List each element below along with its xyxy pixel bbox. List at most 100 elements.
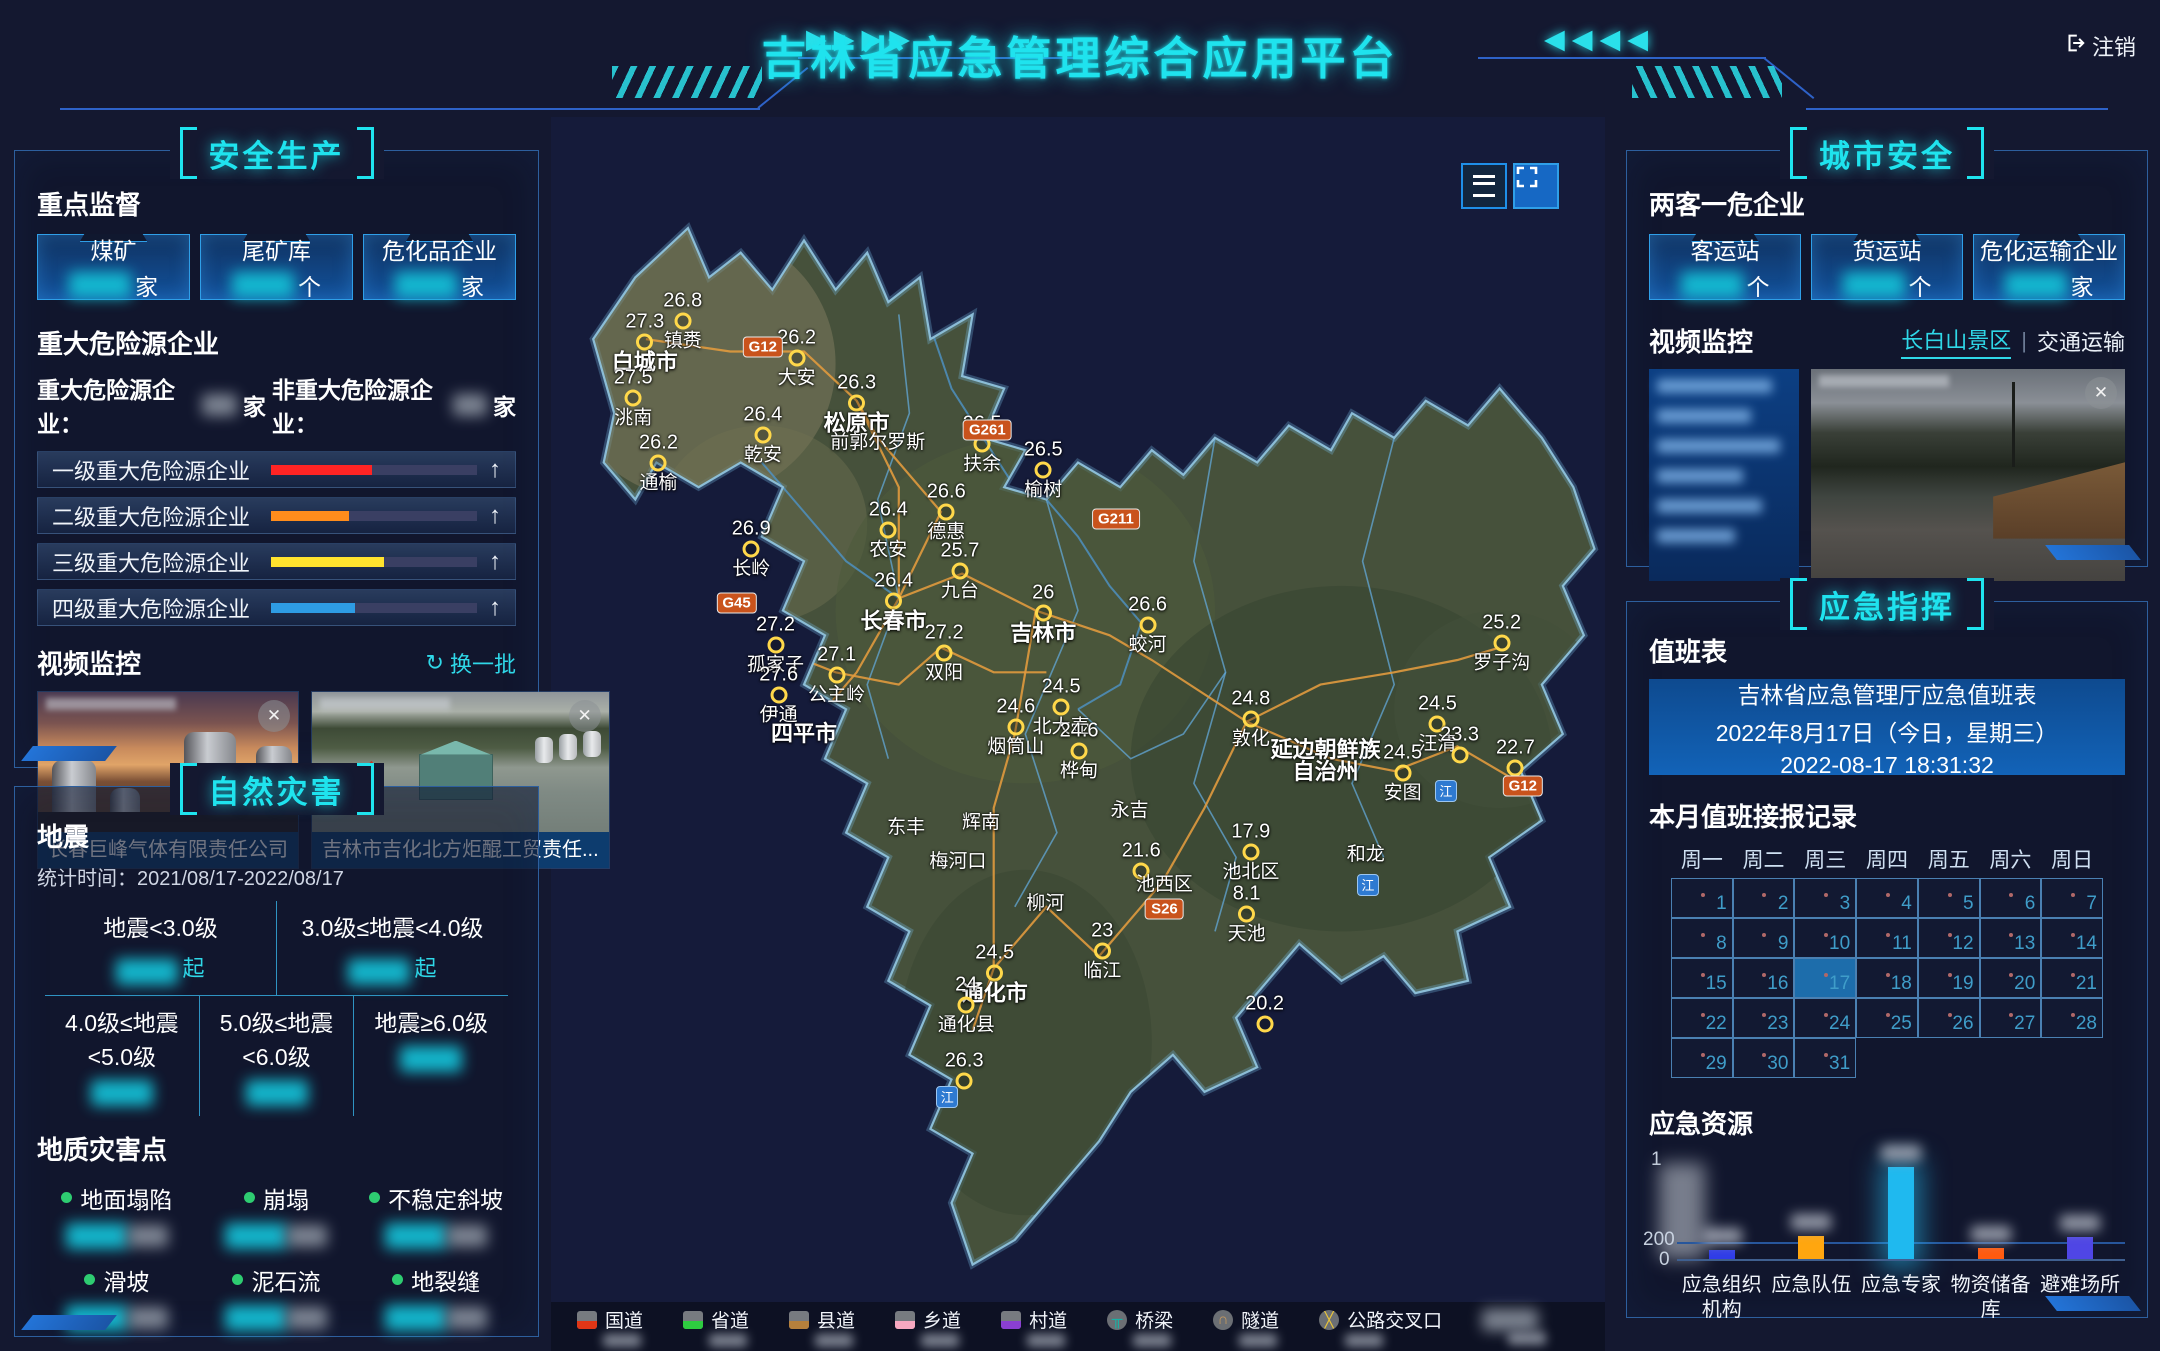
tab-changbaishan[interactable]: 长白山景区 <box>1901 323 2012 359</box>
map-weather-marker[interactable]: 24.5 北大壶 <box>1033 675 1090 738</box>
map-weather-marker[interactable]: 27.5 洮南 <box>614 367 653 430</box>
tab-transport[interactable]: 交通运输 <box>2036 329 2125 355</box>
map-weather-marker[interactable]: 27.3 白城市 <box>612 310 678 373</box>
river-gauge-icon[interactable]: 江 <box>1434 779 1457 802</box>
stat-card[interactable]: 客运站个 <box>1649 234 1801 300</box>
map-weather-marker[interactable]: 26.3 松原市 <box>824 372 890 435</box>
map-weather-marker[interactable]: 25.7 九台 <box>940 540 979 603</box>
map-weather-marker[interactable]: 东丰 <box>887 817 925 839</box>
stat-card[interactable]: 尾矿库个 <box>200 234 353 300</box>
calendar-day-cell[interactable]: 30 <box>1732 1038 1795 1078</box>
map-weather-marker[interactable]: 23 临江 <box>1083 920 1121 983</box>
refresh-batch-link[interactable]: ↻ 换一批 <box>425 649 516 677</box>
map-weather-marker[interactable]: 26.3 <box>945 1049 984 1090</box>
calendar-day-cell[interactable]: 4 <box>1856 878 1918 918</box>
map-weather-marker[interactable]: 24.5 安图 <box>1383 742 1422 805</box>
map-weather-marker[interactable]: 26.5 榆树 <box>1024 438 1063 501</box>
calendar-day-cell[interactable]: 5 <box>1917 878 1980 918</box>
calendar-day-cell[interactable]: 31 <box>1794 1038 1857 1078</box>
map-weather-marker[interactable]: 27.1 公主岭 <box>808 643 865 706</box>
map-weather-marker[interactable]: 26.6 德惠 <box>927 480 966 543</box>
calendar-day-cell[interactable]: 17 <box>1794 958 1857 998</box>
map-weather-marker[interactable]: 25.2 罗子沟 <box>1473 611 1530 674</box>
calendar-day-cell[interactable]: 9 <box>1732 918 1795 958</box>
map-layers-button[interactable] <box>1461 163 1507 209</box>
hazard-level-row[interactable]: 三级重大危险源企业 ↑ <box>37 543 516 580</box>
hazard-level-row[interactable]: 四级重大危险源企业 ↑ <box>37 589 516 626</box>
river-gauge-icon[interactable]: 江 <box>936 1085 959 1108</box>
map-weather-marker[interactable]: 24 通化县 <box>938 974 995 1037</box>
river-gauge-icon[interactable]: 江 <box>1356 873 1379 896</box>
calendar-day-cell[interactable]: 18 <box>1856 958 1918 998</box>
calendar-day-cell[interactable]: 12 <box>1917 918 1980 958</box>
calendar-day-cell[interactable]: 13 <box>1979 918 2042 958</box>
map-weather-marker[interactable]: 21.6 <box>1122 839 1161 880</box>
province-map[interactable]: 26.8 镇赉 27.3 白城市 27.5 洮南 26.2 大安 26.4 乾安 26.2 通榆 26.… <box>551 117 1605 1351</box>
calendar-day-cell[interactable]: 19 <box>1917 958 1980 998</box>
calendar-day-cell[interactable]: 25 <box>1856 998 1918 1038</box>
legend-item-隧道[interactable]: ∩ 隧道 <box>1213 1306 1279 1347</box>
map-weather-marker[interactable]: 23.3 <box>1440 723 1479 764</box>
hazard-level-row[interactable]: 一级重大危险源企业 ↑ <box>37 451 516 488</box>
close-icon[interactable]: ✕ <box>568 700 601 732</box>
map-weather-marker[interactable]: 永吉 <box>1111 800 1149 822</box>
map-weather-marker[interactable]: 柳河 <box>1026 893 1064 915</box>
map-weather-marker[interactable]: 27.2 双阳 <box>925 621 964 684</box>
calendar-day-cell[interactable]: 15 <box>1671 958 1733 998</box>
calendar-day-cell[interactable]: 10 <box>1794 918 1857 958</box>
legend-item-桥梁[interactable]: ╥ 桥梁 <box>1107 1306 1173 1347</box>
map-weather-marker[interactable]: 前郭尔罗斯 <box>830 432 925 454</box>
calendar-day-cell[interactable]: 28 <box>2041 998 2103 1038</box>
map-weather-marker[interactable]: 17.9 池北区 <box>1222 821 1279 884</box>
map-fullscreen-button[interactable] <box>1513 163 1559 209</box>
map-weather-marker[interactable]: 24.8 敦化 <box>1231 688 1270 751</box>
map-weather-marker[interactable]: 和龙 <box>1347 844 1385 866</box>
map-weather-marker[interactable]: 27.6 伊通 <box>759 663 798 726</box>
calendar-day-cell[interactable]: 2 <box>1732 878 1795 918</box>
calendar-day-cell[interactable]: 21 <box>2041 958 2103 998</box>
map-weather-marker[interactable]: 池西区 <box>1136 874 1193 896</box>
map-weather-marker[interactable]: 26.2 通榆 <box>639 431 678 494</box>
stat-card[interactable]: 货运站个 <box>1811 234 1963 300</box>
stat-card[interactable]: 煤矿家 <box>37 234 190 300</box>
map-weather-marker[interactable]: 8.1 天池 <box>1228 883 1266 946</box>
legend-item-公路交叉口[interactable]: ╳ 公路交叉口 <box>1319 1306 1442 1347</box>
calendar-day-cell[interactable]: 7 <box>2041 878 2103 918</box>
legend-item-村道[interactable]: 村道 <box>1001 1306 1067 1347</box>
map-weather-marker[interactable]: 24.6 桦甸 <box>1060 720 1099 783</box>
legend-item-县道[interactable]: 县道 <box>789 1306 855 1347</box>
map-weather-marker[interactable]: 22.7 <box>1496 737 1535 778</box>
logout-button[interactable]: 注销 <box>2064 30 2136 62</box>
calendar-day-cell[interactable]: 1 <box>1671 878 1733 918</box>
legend-item-国道[interactable]: 国道 <box>577 1306 643 1347</box>
map-weather-marker[interactable]: 20.2 <box>1245 992 1284 1033</box>
map-weather-marker[interactable]: 26.4 长春市 <box>861 569 927 632</box>
calendar-day-cell[interactable]: 24 <box>1794 998 1857 1038</box>
calendar-day-cell[interactable]: 6 <box>1979 878 2042 918</box>
map-weather-marker[interactable]: 梅河口 <box>929 851 986 873</box>
calendar-day-cell[interactable]: 22 <box>1671 998 1733 1038</box>
map-weather-marker[interactable]: 26.4 乾安 <box>743 404 782 467</box>
map-weather-marker[interactable]: 26.6 蛟河 <box>1128 594 1167 657</box>
legend-item-乡道[interactable]: 乡道 <box>895 1306 961 1347</box>
calendar-day-cell[interactable]: 29 <box>1671 1038 1733 1078</box>
stat-card[interactable]: 危化运输企业家 <box>1973 234 2125 300</box>
map-weather-marker[interactable]: 24.6 烟筒山 <box>987 695 1044 758</box>
hazard-level-row[interactable]: 二级重大危险源企业 ↑ <box>37 497 516 534</box>
map-weather-marker[interactable]: 24.5 通化市 <box>962 942 1028 1005</box>
map-weather-marker[interactable]: 26.8 镇赉 <box>663 289 702 352</box>
calendar-day-cell[interactable]: 23 <box>1732 998 1795 1038</box>
map-weather-marker[interactable]: 辉南 <box>962 812 1000 834</box>
map-weather-marker[interactable]: 24.5 汪清 <box>1418 693 1457 756</box>
calendar-day-cell[interactable]: 8 <box>1671 918 1733 958</box>
map-weather-marker[interactable]: 四平市 <box>771 723 837 745</box>
map-weather-marker[interactable]: 26.2 大安 <box>777 326 816 389</box>
calendar-day-cell[interactable]: 20 <box>1979 958 2042 998</box>
map-weather-marker[interactable]: 26.4 农安 <box>869 499 908 562</box>
map-weather-marker[interactable]: 26.9 长岭 <box>732 517 771 580</box>
calendar-day-cell[interactable]: 3 <box>1794 878 1857 918</box>
camera-list-blurred[interactable] <box>1649 369 1799 581</box>
legend-item-blurred[interactable] <box>1482 1308 1547 1345</box>
close-icon[interactable]: ✕ <box>258 700 290 732</box>
map-weather-marker[interactable]: 26 吉林市 <box>1010 582 1076 645</box>
